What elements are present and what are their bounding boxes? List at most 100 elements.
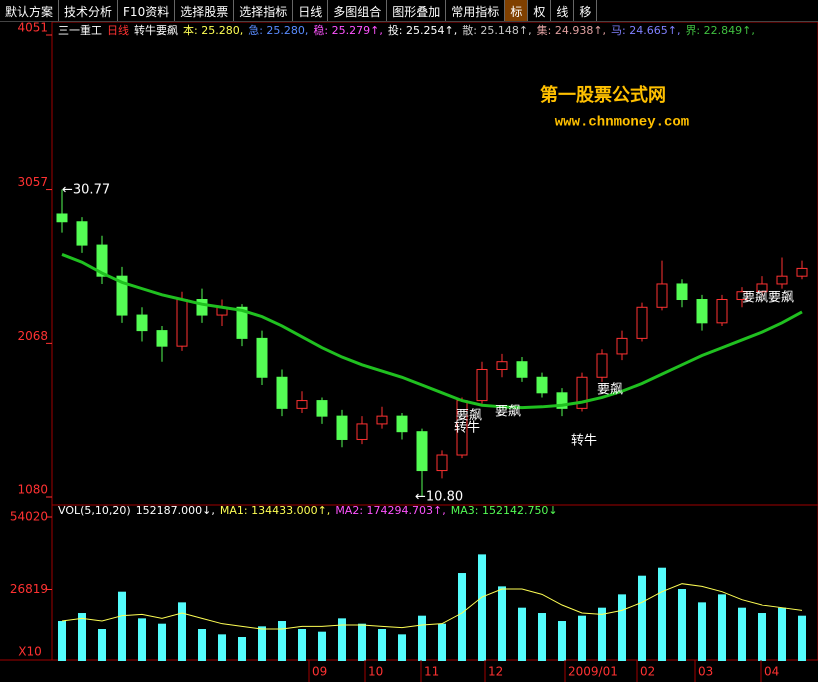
volume-bar	[158, 623, 166, 661]
volume-header: VOL(5,10,20) 152187.000↓, MA1: 134433.000…	[58, 504, 558, 517]
readout: MA1: 134433.000↑,	[219, 504, 331, 517]
candle-body	[376, 415, 388, 425]
candle-body	[516, 361, 528, 378]
volume-bar	[738, 607, 746, 661]
candle-body	[576, 376, 588, 409]
volume-bar	[298, 629, 306, 661]
readout: 投: 25.254↑,	[387, 24, 458, 37]
candle-body	[736, 291, 748, 301]
candle-body	[396, 415, 408, 433]
volume-bar	[358, 623, 366, 661]
candle-body	[136, 314, 148, 332]
y-tick-label: 2068	[17, 329, 48, 343]
volume-bar	[58, 621, 66, 661]
volume-bar	[478, 554, 486, 661]
candle-body	[316, 400, 328, 417]
candle-body	[676, 283, 688, 301]
y-tick-label: 3057	[17, 175, 48, 189]
watermark-url: www.chnmoney.com	[555, 115, 689, 131]
toolbar-button[interactable]: 选择股票	[175, 0, 235, 21]
volume-bar	[638, 575, 646, 661]
annotation: 转牛	[571, 434, 597, 449]
readout: 界: 22.849↑,	[685, 24, 755, 37]
toolbar-button[interactable]: 多图组合	[328, 0, 388, 21]
annotation: 要飙	[495, 404, 521, 420]
volume-unit: X10	[18, 645, 42, 659]
toolbar-button[interactable]: 选择指标	[234, 0, 294, 21]
readout: MA3: 152142.750↓	[450, 504, 558, 517]
readout: 稳: 25.279↑,	[313, 24, 383, 37]
candle-body	[616, 337, 628, 355]
volume-bar	[338, 618, 346, 661]
volume-bar	[258, 626, 266, 661]
volume-bar	[718, 594, 726, 661]
time-label: 09	[312, 665, 327, 679]
candle-body	[176, 299, 188, 347]
toolbar-button[interactable]: 默认方案	[0, 0, 60, 21]
volume-bar	[758, 613, 766, 661]
volume-bar	[218, 634, 226, 661]
period: 日线	[107, 24, 129, 37]
time-label: 10	[368, 665, 383, 679]
candle-body	[716, 299, 728, 324]
volume-bar	[278, 621, 286, 661]
time-label: 11	[424, 665, 439, 679]
candle-body	[556, 392, 568, 409]
candle-body	[416, 431, 428, 472]
candle-body	[596, 353, 608, 378]
stock-name: 三一重工	[58, 24, 102, 37]
volume-bar	[238, 637, 246, 661]
readout: 马: 24.665↑,	[611, 24, 681, 37]
candle-body	[496, 361, 508, 370]
candle-body	[356, 423, 368, 440]
volume-bar	[178, 602, 186, 661]
annotation: 要飙要飙	[742, 290, 794, 306]
candle-body	[796, 267, 808, 277]
formula: 转牛要飙	[134, 24, 178, 37]
toolbar-button[interactable]: 移	[574, 0, 598, 21]
toolbar-button[interactable]: F10资料	[118, 0, 176, 21]
volume-bar	[378, 629, 386, 661]
toolbar-button[interactable]: 线	[551, 0, 575, 21]
time-label: 02	[640, 665, 655, 679]
candle-body	[236, 306, 248, 339]
readout: 散: 25.148↑,	[462, 24, 532, 37]
toolbar-button[interactable]: 标	[505, 0, 529, 21]
volume-bar	[438, 623, 446, 661]
toolbar-button[interactable]: 日线	[293, 0, 329, 21]
annotation: 要飙	[597, 382, 623, 398]
candle-body	[656, 283, 668, 308]
candle-body	[296, 400, 308, 409]
volume-bar	[698, 602, 706, 661]
candle-body	[256, 337, 268, 378]
time-label: 2009/01	[568, 665, 618, 679]
toolbar-button[interactable]: 技术分析	[59, 0, 119, 21]
volume-bar	[518, 607, 526, 661]
candle-body	[756, 283, 768, 293]
annotation: 要飙	[456, 408, 482, 424]
volume-bar	[398, 634, 406, 661]
annotation: 转牛	[454, 421, 480, 436]
volume-bar	[98, 629, 106, 661]
toolbar-button[interactable]: 常用指标	[446, 0, 506, 21]
candle-body	[476, 368, 488, 402]
volume-bar	[778, 607, 786, 661]
toolbar-button[interactable]: 图形叠加	[387, 0, 447, 21]
toolbar-button[interactable]: 权	[528, 0, 552, 21]
candle-body	[116, 275, 128, 316]
price-header: 三一重工 日线 转牛要飙 本: 25.280, 急: 25.280, 稳: 25.2…	[58, 22, 755, 38]
volume-bar	[198, 629, 206, 661]
candle-body	[436, 454, 448, 472]
watermark-name: 第一股票公式网	[540, 84, 666, 106]
readout: 本: 25.280,	[183, 24, 244, 37]
volume-bar	[798, 615, 806, 661]
toolbar: 默认方案 技术分析 F10资料 选择股票 选择指标 日线 多图组合 图形叠加 常用指标标权线移	[0, 0, 818, 22]
readout: MA2: 174294.703↑,	[335, 504, 446, 517]
volume-bar	[138, 618, 146, 661]
volume-bar	[118, 591, 126, 661]
volume-bar	[558, 621, 566, 661]
volume-ma-line	[61, 583, 803, 630]
readout: 152187.000↓,	[135, 504, 215, 517]
